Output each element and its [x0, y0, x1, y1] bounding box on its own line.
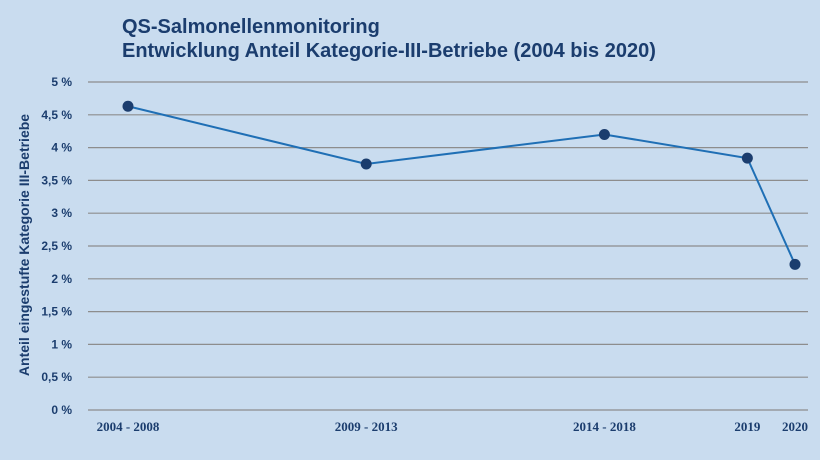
- y-tick-label: 2 %: [51, 272, 72, 286]
- y-tick-label: 3,5 %: [41, 173, 72, 187]
- chart-subtitle: Entwicklung Anteil Kategorie-III-Betrieb…: [122, 40, 656, 62]
- chart-title: QS-Salmonellenmonitoring: [122, 16, 380, 38]
- data-point: [789, 258, 801, 270]
- y-tick-label: 0 %: [51, 403, 72, 417]
- y-tick-label: 5 %: [51, 75, 72, 89]
- x-tick-label: 2020: [782, 419, 808, 434]
- x-tick-label: 2019: [734, 419, 761, 434]
- y-tick-label: 2,5 %: [41, 239, 72, 253]
- data-point: [122, 100, 134, 112]
- y-tick-label: 0,5 %: [41, 370, 72, 384]
- data-point: [360, 158, 372, 170]
- x-tick-label: 2014 - 2018: [573, 419, 636, 434]
- y-tick-label: 4 %: [51, 141, 72, 155]
- x-tick-label: 2004 - 2008: [97, 419, 160, 434]
- series-line: [127, 105, 796, 265]
- data-point: [741, 152, 753, 164]
- y-tick-label: 3 %: [51, 206, 72, 220]
- y-tick-label: 4,5 %: [41, 108, 72, 122]
- y-tick-label: 1,5 %: [41, 305, 72, 319]
- data-point: [598, 128, 610, 140]
- x-tick-label: 2009 - 2013: [335, 419, 398, 434]
- y-tick-label: 1 %: [51, 337, 72, 351]
- chart-title-block: QS-Salmonellenmonitoring Entwicklung Ant…: [122, 15, 656, 63]
